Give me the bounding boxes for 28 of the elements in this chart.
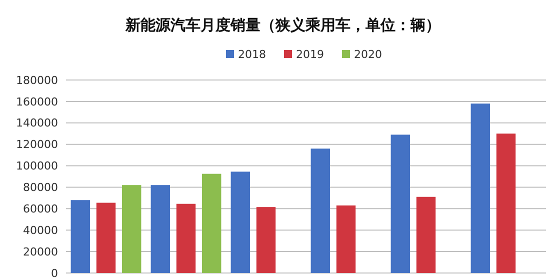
y-tick-label: 60000 bbox=[23, 202, 58, 216]
legend-label: 2019 bbox=[296, 48, 324, 61]
y-tick-label: 0 bbox=[51, 266, 58, 279]
bar bbox=[96, 202, 116, 273]
bar bbox=[176, 204, 196, 273]
y-tick-label: 100000 bbox=[16, 160, 58, 173]
bar bbox=[496, 134, 516, 273]
bar bbox=[150, 185, 170, 273]
y-tick-label: 40000 bbox=[23, 224, 58, 237]
bar bbox=[256, 207, 276, 273]
bar bbox=[310, 148, 330, 273]
y-tick-label: 180000 bbox=[16, 74, 58, 87]
legend-label: 2018 bbox=[238, 48, 266, 61]
bar bbox=[390, 134, 410, 273]
y-tick-label: 160000 bbox=[16, 95, 58, 108]
bar bbox=[416, 196, 436, 273]
bar bbox=[122, 185, 142, 273]
bar bbox=[470, 104, 490, 273]
chart-title: 新能源汽车月度销量（狭义乘用车，单位：辆） bbox=[124, 16, 440, 34]
y-tick-label: 140000 bbox=[16, 116, 58, 130]
bar bbox=[70, 200, 90, 273]
bar bbox=[336, 205, 356, 273]
legend-label: 2020 bbox=[354, 48, 382, 61]
bar bbox=[202, 174, 222, 273]
y-tick-label: 120000 bbox=[16, 138, 58, 152]
bar bbox=[230, 172, 250, 273]
y-tick-label: 80000 bbox=[23, 181, 58, 194]
y-tick-label: 20000 bbox=[23, 245, 58, 258]
